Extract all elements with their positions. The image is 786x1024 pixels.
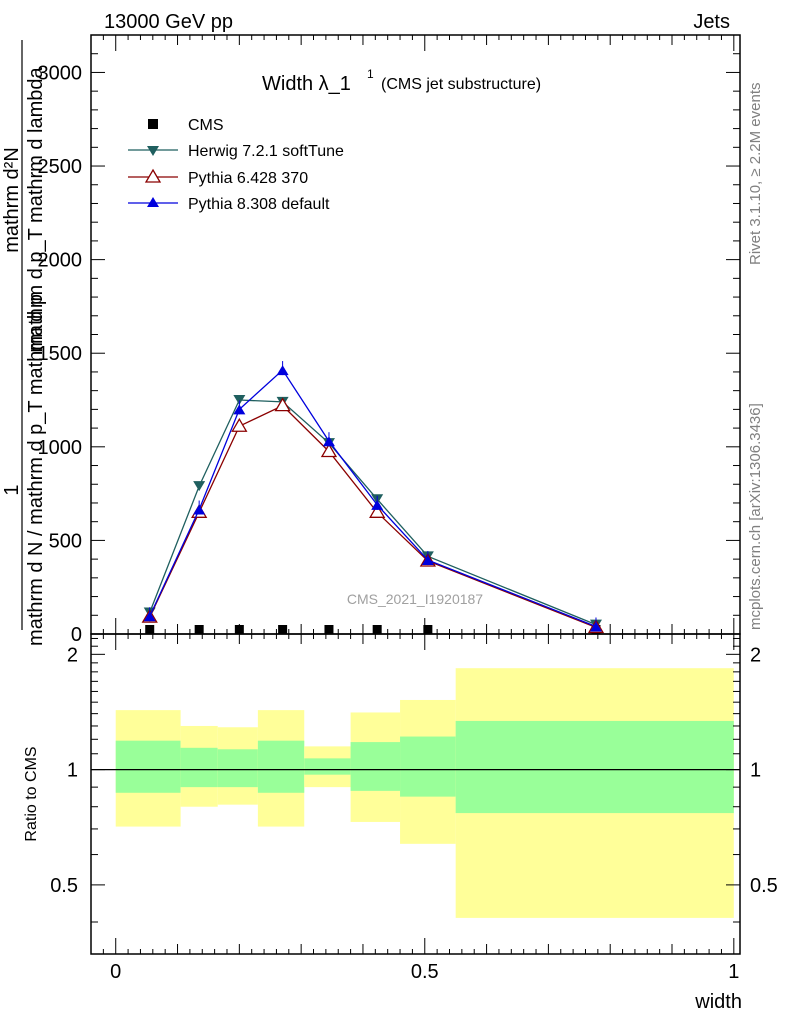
ratio-inner-band [350,742,401,791]
legend-item-pythia8: Pythia 8.308 default [128,196,330,213]
ratio-y-tick-label-right: 2 [750,644,761,666]
legend-label-herwig: Herwig 7.2.1 softTune [188,143,344,160]
jets-label: Jets [693,11,730,33]
ratio-y-tick-label: 1 [67,760,78,782]
series-0 [145,625,601,634]
series-1 [143,395,602,630]
ratio-frame [90,633,741,955]
ylabel-frac-numerator: 1 [1,484,23,495]
analysis-watermark: CMS_2021_I1920187 [347,591,483,607]
cms-data-point [145,625,155,634]
pythia6-data-point [320,443,338,458]
title-subtitle: (CMS jet substructure) [381,76,541,93]
herwig-data-point [233,395,246,406]
legend-item-pythia6: Pythia 6.428 370 [128,168,308,187]
pythia8-data-point [276,365,289,376]
herwig-data-point [193,481,206,492]
cms-data-point [234,625,244,634]
series-3 [143,361,602,632]
legend: CMS Herwig 7.2.1 softTune Pythia 6.428 3… [128,117,344,213]
ratio-x-axis: 0 0.5 1 [90,634,739,983]
x-tick-label: 1 [728,961,739,983]
main-y-tick-label: 2500 [38,156,83,178]
legend-label-pythia6: Pythia 6.428 370 [188,170,308,187]
title-superscript: 1 [367,67,374,81]
ratio-inner-band [180,747,218,788]
ratio-y-tick-label-right: 0.5 [750,875,778,897]
series-line [149,399,597,626]
pythia8-data-point [233,404,246,415]
mcplots-label: mcplots.cern.ch [arXiv:1306.3436] [747,403,764,630]
ratio-panel: 0.5 0.51 12 2 0 0.5 1 Ratio to CMS width [23,633,778,1013]
pythia8-data-point [371,499,384,510]
series-line [149,404,597,629]
ratio-bands [91,668,740,918]
main-y-tick-label: 2000 [38,250,83,272]
legend-item-herwig: Herwig 7.2.1 softTune [128,143,344,160]
main-y-tick-label: 3000 [38,62,83,84]
ratio-y-label: Ratio to CMS [23,746,40,841]
ratio-y-tick-label-right: 1 [750,760,761,782]
x-tick-label: 0 [110,961,121,983]
pythia6-data-point [231,417,248,432]
main-series-layer [141,361,605,634]
main-y-tick-label: 1000 [38,437,83,459]
legend-item-cms: CMS [148,117,224,134]
collision-label: 13000 GeV pp [104,11,233,33]
plot-title: Width λ_1 1 (CMS jet substructure) [262,67,541,95]
pythia8-data-point [421,555,434,566]
ratio-inner-band [257,740,305,793]
ratio-inner-band [400,736,456,797]
legend-label-pythia8: Pythia 8.308 default [188,196,330,213]
ratio-inner-band [304,758,351,775]
legend-label-cms: CMS [188,117,224,134]
cms-data-point [372,625,382,634]
pythia8-data-point [143,611,156,622]
cms-data-point [324,625,334,634]
pythia6-data-point [274,397,291,412]
main-y-tick-label: 1500 [38,343,83,365]
title-main: Width λ_1 [262,73,351,95]
ratio-y-tick-label: 0.5 [50,875,78,897]
ratio-inner-band [217,749,258,788]
main-y-axis-label: mathrm d²N mathrm d p_T mathrm d lambda … [1,40,47,646]
cms-data-point [278,625,288,634]
ratio-inner-band [455,720,734,814]
cms-data-point [423,625,433,634]
ylabel-main-denominator: mathrm d p_T mathrm d lambda [25,66,47,352]
pythia6-data-point [369,504,386,518]
main-panel: 0 500 1000 1500 2000 2500 3000 CMS_2021_I19201… [38,34,741,646]
main-y-tick-label: 0 [71,624,82,646]
main-y-tick-label: 500 [49,530,82,552]
cms-data-point [194,625,204,634]
series-line [149,369,597,628]
rivet-label: Rivet 3.1.10, ≥ 2.2M events [747,83,764,266]
ratio-y-axis: 0.5 0.5 1 1 2 2 [50,637,778,923]
ylabel-frac-denominator: mathrm d N / mathrm d p_T mathrm d p [25,294,47,646]
ratio-y-tick-label: 2 [67,644,78,666]
pythia8-data-point [193,504,206,515]
pythia8-data-point [589,621,602,632]
pythia8-data-point [322,436,335,447]
x-tick-label: 0.5 [411,961,439,983]
x-axis-label: width [694,991,742,1013]
ratio-inner-band [115,740,181,793]
ylabel-main-numerator: mathrm d²N [1,147,23,253]
main-y-axis: 0 500 1000 1500 2000 2500 3000 [38,34,740,646]
